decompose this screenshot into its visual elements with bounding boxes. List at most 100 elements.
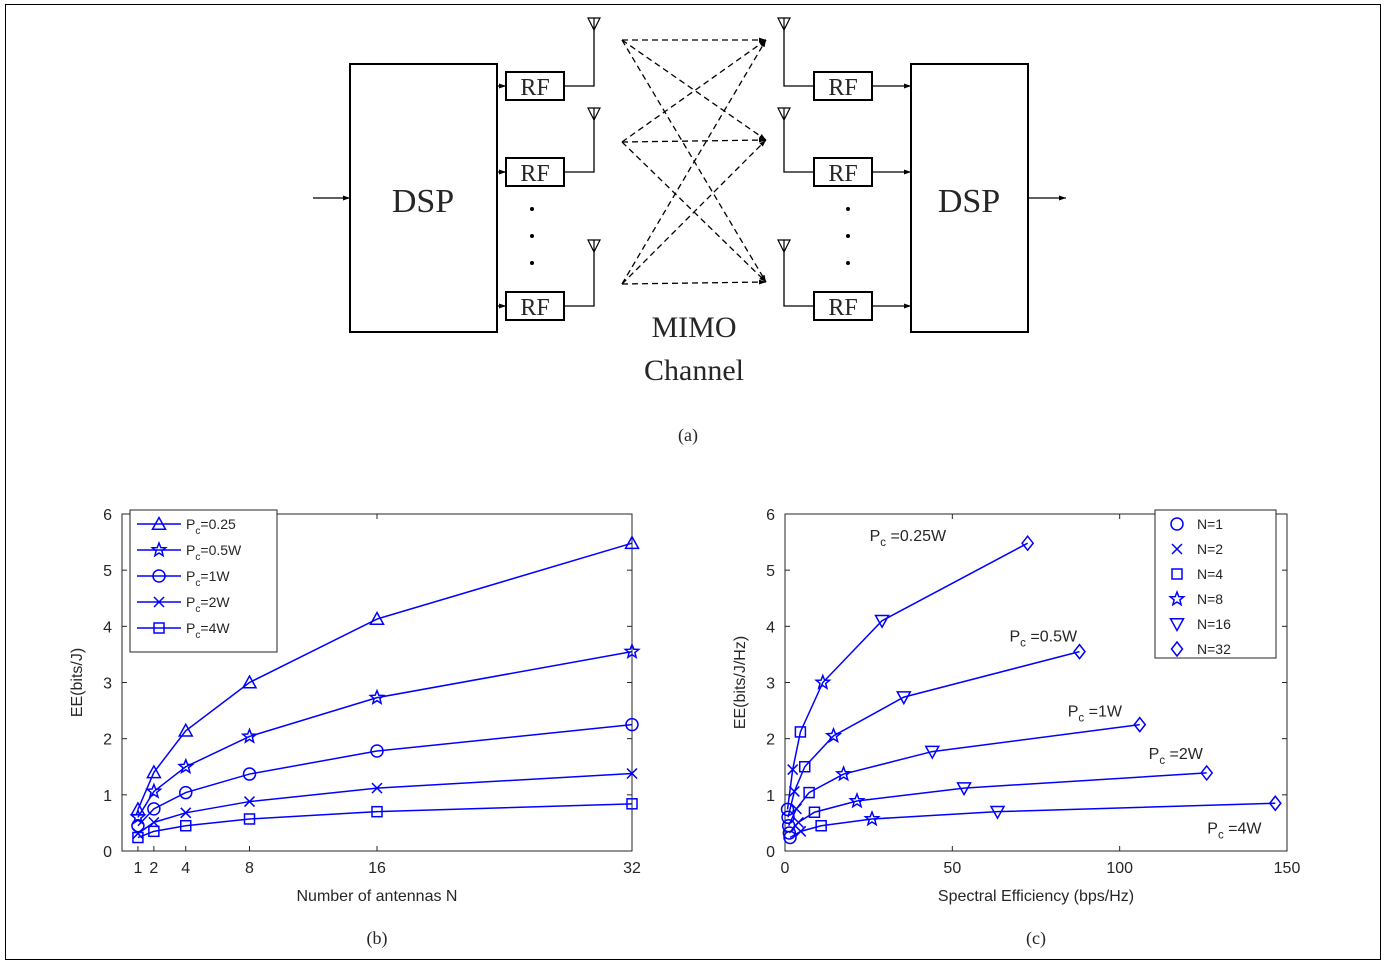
x-tick-label: 0 xyxy=(781,860,790,877)
data-point xyxy=(814,673,832,690)
y-tick-label: 2 xyxy=(766,732,775,749)
label-subscript: c xyxy=(880,537,886,549)
x-tick-label: 100 xyxy=(1106,860,1133,877)
rx-rf-label: RF xyxy=(828,75,857,101)
marker-shape xyxy=(368,688,386,705)
data-point xyxy=(824,726,843,744)
marker-shape xyxy=(863,809,881,827)
data-point xyxy=(368,688,386,705)
label-rest: =1W xyxy=(1084,704,1123,721)
marker-shape xyxy=(924,745,941,760)
y-tick-label: 3 xyxy=(103,676,112,693)
data-point xyxy=(780,802,795,817)
rx-dsp-block xyxy=(910,63,1029,333)
series-line xyxy=(787,650,1080,818)
marker-shape xyxy=(242,767,257,781)
legend-label: N=32 xyxy=(1197,641,1231,657)
x-tick-label: 150 xyxy=(1274,860,1301,877)
label-rest: =4W xyxy=(1224,820,1263,837)
y-tick-label: 6 xyxy=(103,507,112,524)
legend-label: N=1 xyxy=(1197,516,1223,532)
data-point xyxy=(623,642,641,659)
y-tick-label: 1 xyxy=(766,788,775,805)
series-label: Pc =4W xyxy=(1207,820,1262,841)
legend-label: N=4 xyxy=(1197,566,1223,582)
y-axis-label: EE(bits/J/Hz) xyxy=(732,636,749,729)
data-point xyxy=(798,761,811,773)
rx-rf-block xyxy=(813,291,873,321)
channel-label-line1: MIMO xyxy=(651,311,736,344)
y-tick-label: 1 xyxy=(103,788,112,805)
marker-shape xyxy=(834,765,853,782)
tx-antenna-icon xyxy=(587,239,601,254)
marker-shape xyxy=(790,803,802,815)
label-rest: =4W xyxy=(200,620,230,636)
data-point xyxy=(146,764,162,779)
label-main: P xyxy=(870,528,881,545)
label-subscript: c xyxy=(195,604,200,615)
marker-shape xyxy=(146,764,162,779)
marker-shape xyxy=(1170,517,1184,531)
data-point xyxy=(177,722,194,737)
label-rest: =0.25 xyxy=(200,516,236,532)
data-point xyxy=(132,831,144,844)
series-label: Pc=0.5W xyxy=(186,542,242,563)
data-point xyxy=(145,782,163,799)
series-label: Pc=4W xyxy=(186,620,230,641)
mimo-channel-links xyxy=(621,37,767,285)
marker-shape xyxy=(147,802,161,816)
marker-shape xyxy=(1169,618,1185,633)
label-subscript: c xyxy=(1078,713,1084,725)
data-point xyxy=(874,614,890,629)
data-point xyxy=(131,818,145,833)
data-point xyxy=(626,767,638,780)
x-tick-label: 32 xyxy=(623,860,641,877)
label-main: P xyxy=(1149,746,1160,763)
legend-label: N=16 xyxy=(1197,616,1231,632)
legend-marker xyxy=(153,622,165,634)
y-tick-label: 4 xyxy=(103,619,112,636)
marker-shape xyxy=(243,813,256,825)
label-main: P xyxy=(1207,820,1218,837)
marker-shape xyxy=(1168,589,1186,607)
data-point xyxy=(1200,764,1214,782)
data-point xyxy=(783,830,797,845)
marker-shape xyxy=(808,806,821,818)
chart-caption: (c) xyxy=(1026,928,1046,949)
data-point xyxy=(790,803,802,815)
chart-caption: (b) xyxy=(367,928,388,949)
series-line xyxy=(787,723,1140,827)
marker-shape xyxy=(956,782,972,797)
data-point xyxy=(956,782,972,797)
x-tick-label: 50 xyxy=(943,860,961,877)
marker-shape xyxy=(1170,640,1184,658)
y-tick-label: 5 xyxy=(103,563,112,580)
label-main: P xyxy=(186,542,195,558)
rx-rf-block xyxy=(813,71,873,101)
data-point xyxy=(243,796,256,808)
data-point xyxy=(795,825,807,837)
data-point xyxy=(240,727,259,744)
marker-shape xyxy=(623,642,641,659)
y-tick-label: 0 xyxy=(766,844,775,861)
marker-shape xyxy=(787,764,799,776)
marker-shape xyxy=(794,726,807,738)
label-rest: =2W xyxy=(1165,746,1204,763)
marker-shape xyxy=(243,796,256,808)
label-rest: =0.5W xyxy=(200,542,242,558)
rx-rf-chain-2: RF xyxy=(777,107,911,187)
marker-shape xyxy=(131,818,145,833)
marker-shape xyxy=(798,761,811,773)
tx-rf-label: RF xyxy=(520,161,549,187)
marker-shape xyxy=(371,805,383,818)
tx-dsp-label: DSP xyxy=(392,183,454,220)
tx-rf-chain-1: RF xyxy=(497,17,601,101)
marker-shape xyxy=(874,614,890,629)
x-tick-label: 16 xyxy=(368,860,386,877)
data-point xyxy=(815,819,827,832)
rx-ellipsis xyxy=(846,207,850,265)
legend: N=1 N=2 N=4 N=8 N=16 N=32 xyxy=(1154,509,1277,659)
marker-shape xyxy=(369,610,385,625)
tx-rf-label: RF xyxy=(520,295,549,321)
